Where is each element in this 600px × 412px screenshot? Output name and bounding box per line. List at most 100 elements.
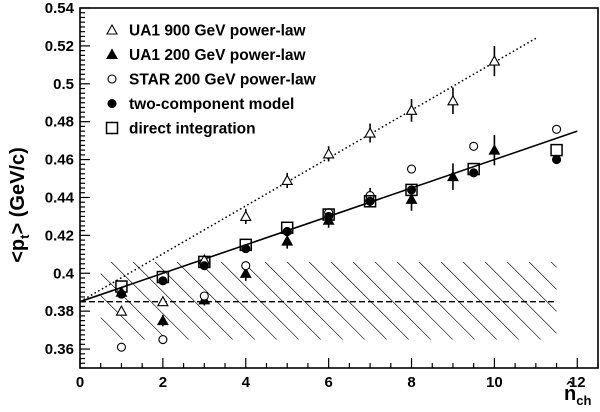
hatch-line: [132, 261, 211, 340]
hatch-line: [176, 261, 255, 340]
data-point: [199, 291, 209, 301]
x-tick-label: 12: [569, 374, 586, 391]
x-tick-label: 8: [407, 374, 415, 391]
series-1: [115, 45, 501, 316]
legend-entry: UA1 200 GeV power-law: [106, 47, 307, 64]
data-point: [467, 162, 480, 176]
data-point: [156, 314, 169, 326]
hatch-line: [286, 261, 365, 340]
hatch-line: [550, 261, 557, 268]
data-point: [405, 183, 418, 197]
data-point: [322, 208, 335, 221]
data-point: [156, 295, 169, 307]
y-tick-label: 0.38: [45, 303, 74, 320]
data-point: [405, 193, 418, 204]
y-axis-title: <pt> (GeV/c): [7, 147, 32, 263]
data-point: [322, 147, 335, 159]
data-point: [406, 164, 417, 174]
legend-marker: [106, 48, 118, 60]
data-point: [447, 94, 459, 106]
legend-entry: STAR 200 GeV power-law: [107, 72, 317, 89]
legend-label: direct integration: [129, 121, 256, 138]
legend-marker: [107, 74, 117, 84]
hatch-line: [374, 261, 453, 340]
axis-titles: n̂ch <pt> (GeV/c): [7, 147, 591, 408]
data-point: [469, 141, 479, 151]
data-point: [365, 196, 375, 206]
legend-marker: [105, 121, 119, 135]
hatched-band: [100, 261, 600, 340]
series-2: [115, 134, 501, 327]
hatch-line: [484, 261, 557, 334]
y-tick-label: 0.52: [45, 38, 74, 55]
data-point: [116, 342, 126, 352]
data-point: [447, 170, 459, 182]
hatch-line: [264, 261, 343, 340]
legend-label: STAR 200 GeV power-law: [129, 72, 317, 89]
y-tick-label: 0.4: [53, 265, 75, 282]
hatch-line: [352, 261, 431, 340]
hatch-line: [242, 261, 321, 340]
data-point: [406, 185, 417, 195]
data-points: [115, 45, 563, 352]
data-point: [115, 305, 128, 316]
data-point: [239, 267, 252, 278]
data-point: [552, 155, 562, 165]
legend-marker: [107, 98, 117, 109]
data-point: [198, 255, 211, 269]
hatch-line: [418, 261, 497, 340]
x-tick-label: 2: [159, 374, 167, 391]
y-tick-label: 0.5: [53, 76, 74, 93]
hatch-line: [100, 273, 167, 340]
series-4: [116, 155, 562, 299]
y-tick-label: 0.54: [45, 0, 75, 17]
hatch-line: [100, 295, 145, 340]
data-point: [488, 54, 501, 66]
hatch-line: [110, 261, 189, 340]
legend-entry: two-component model: [107, 96, 294, 113]
data-point: [363, 195, 377, 208]
data-point: [199, 261, 209, 271]
data-point: [239, 210, 252, 221]
x-tick-label: 6: [324, 374, 332, 391]
data-point: [488, 143, 501, 155]
data-point: [281, 234, 294, 246]
y-tick-label: 0.42: [45, 227, 74, 244]
hatch-line: [506, 261, 557, 312]
data-point: [239, 238, 253, 252]
hatch-line: [462, 261, 541, 340]
y-tick-label: 0.36: [45, 341, 74, 358]
data-point: [241, 261, 251, 271]
legend: UA1 900 GeV power-law UA1 200 GeV power-l…: [105, 23, 317, 138]
legend-entry: UA1 900 GeV power-law: [106, 23, 307, 40]
x-tick-label: 0: [76, 374, 84, 391]
x-tick-label: 10: [486, 374, 503, 391]
data-point: [281, 174, 294, 185]
data-point: [324, 211, 334, 221]
hatch-line: [528, 261, 557, 290]
hatch-line: [100, 317, 123, 340]
y-tick-label: 0.44: [45, 189, 75, 206]
data-point: [156, 270, 170, 284]
axes: 0 2 4 6 8 10 12 0.36 0.38 0.4 0.42 0.44 0.46 0.48 0.5 0…: [45, 0, 599, 391]
x-tick-label: 4: [242, 374, 251, 391]
x-axis-title: n̂ch: [564, 380, 591, 408]
data-point: [405, 104, 418, 115]
data-point: [115, 280, 128, 293]
hatch-line: [198, 261, 277, 340]
data-point: [158, 276, 168, 286]
data-point: [241, 244, 251, 254]
hatch-line: [440, 261, 519, 340]
series-5: [115, 143, 563, 293]
legend-entry: direct integration: [105, 121, 256, 138]
data-point: [282, 227, 292, 237]
hatch-line: [154, 261, 233, 340]
data-point: [158, 335, 168, 345]
y-tick-label: 0.48: [45, 114, 74, 131]
hatch-line: [220, 261, 299, 340]
data-point: [550, 143, 563, 157]
data-point: [364, 126, 377, 138]
legend-label: UA1 200 GeV power-law: [129, 47, 307, 64]
hatch-line: [573, 262, 600, 340]
